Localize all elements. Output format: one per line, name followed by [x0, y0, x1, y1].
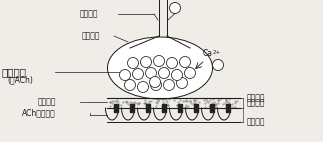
Ellipse shape: [108, 37, 213, 99]
Circle shape: [138, 82, 149, 92]
Circle shape: [163, 80, 174, 90]
Bar: [130, 104, 134, 112]
Text: Ca: Ca: [203, 50, 213, 59]
Text: 2+: 2+: [213, 50, 221, 55]
Circle shape: [128, 58, 139, 68]
Circle shape: [166, 58, 178, 68]
Circle shape: [184, 67, 195, 79]
Circle shape: [176, 78, 187, 88]
Text: (含ACh): (含ACh): [7, 76, 33, 84]
Text: ACh受体通道: ACh受体通道: [22, 108, 56, 117]
Bar: [210, 104, 214, 112]
Circle shape: [145, 67, 157, 79]
Circle shape: [213, 59, 224, 70]
Text: 突触间隙: 突触间隙: [247, 99, 266, 107]
Text: 突触后膜: 突触后膜: [247, 117, 266, 127]
Text: 轴突末梢: 轴突末梢: [82, 32, 100, 40]
Circle shape: [141, 57, 151, 67]
Circle shape: [150, 77, 161, 87]
Text: ②: ②: [214, 60, 222, 69]
Circle shape: [132, 68, 143, 80]
Bar: [114, 104, 118, 112]
Text: 胆碱酯酶: 胆碱酯酶: [38, 98, 57, 106]
Circle shape: [172, 69, 182, 81]
Circle shape: [159, 67, 170, 79]
Text: 突触小泡: 突触小泡: [2, 67, 27, 77]
Circle shape: [124, 80, 136, 90]
Circle shape: [120, 69, 130, 81]
Bar: [194, 104, 198, 112]
Bar: [162, 104, 166, 112]
Bar: [146, 104, 150, 112]
Circle shape: [151, 80, 162, 90]
Bar: [226, 104, 230, 112]
Text: 神经轴突: 神经轴突: [80, 10, 99, 18]
Bar: [178, 104, 182, 112]
Text: ①: ①: [172, 4, 178, 12]
Text: 突触前膜: 突触前膜: [247, 93, 266, 103]
Circle shape: [170, 3, 181, 13]
Circle shape: [153, 56, 164, 66]
Circle shape: [180, 57, 191, 67]
